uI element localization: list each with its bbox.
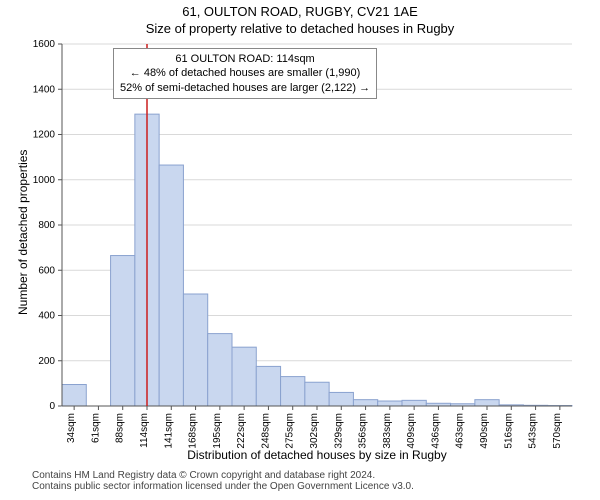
svg-text:114sqm: 114sqm [139, 413, 150, 448]
svg-text:61sqm: 61sqm [90, 413, 101, 443]
annotation-callout: 61 OULTON ROAD: 114sqm ← 48% of detached… [113, 48, 377, 99]
annotation-line3: 52% of semi-detached houses are larger (… [120, 81, 370, 95]
svg-text:222sqm: 222sqm [236, 413, 247, 449]
annotation-line2: ← 48% of detached houses are smaller (1,… [120, 66, 370, 80]
svg-text:168sqm: 168sqm [188, 413, 199, 449]
footer-line2: Contains public sector information licen… [32, 481, 414, 492]
svg-text:1400: 1400 [33, 84, 56, 95]
footer-attribution: Contains HM Land Registry data © Crown c… [32, 470, 414, 492]
svg-text:34sqm: 34sqm [66, 413, 77, 443]
svg-text:1600: 1600 [33, 39, 56, 50]
footer-line1: Contains HM Land Registry data © Crown c… [32, 470, 414, 481]
svg-text:436sqm: 436sqm [430, 413, 441, 449]
svg-text:200: 200 [38, 356, 55, 367]
x-axis-label: Distribution of detached houses by size … [62, 448, 572, 462]
svg-text:275sqm: 275sqm [285, 413, 296, 449]
svg-text:1200: 1200 [33, 130, 56, 141]
svg-text:1000: 1000 [33, 175, 56, 186]
svg-text:329sqm: 329sqm [333, 413, 344, 449]
svg-text:570sqm: 570sqm [552, 413, 563, 449]
svg-text:543sqm: 543sqm [528, 413, 539, 449]
svg-text:409sqm: 409sqm [406, 413, 417, 449]
svg-text:248sqm: 248sqm [260, 413, 271, 449]
svg-text:356sqm: 356sqm [358, 413, 369, 449]
svg-text:463sqm: 463sqm [455, 413, 466, 449]
svg-text:490sqm: 490sqm [479, 413, 490, 449]
svg-text:141sqm: 141sqm [163, 413, 174, 449]
svg-text:400: 400 [38, 311, 55, 322]
svg-text:800: 800 [38, 220, 55, 231]
svg-text:88sqm: 88sqm [115, 413, 126, 443]
chart-container: 61, OULTON ROAD, RUGBY, CV21 1AE Size of… [0, 0, 600, 500]
svg-text:195sqm: 195sqm [212, 413, 223, 449]
annotation-line1: 61 OULTON ROAD: 114sqm [120, 52, 370, 66]
svg-text:0: 0 [49, 401, 55, 412]
svg-text:383sqm: 383sqm [382, 413, 393, 449]
svg-text:600: 600 [38, 265, 55, 276]
y-axis-label: Number of detached properties [16, 150, 30, 315]
svg-text:302sqm: 302sqm [309, 413, 320, 449]
svg-text:516sqm: 516sqm [503, 413, 514, 449]
